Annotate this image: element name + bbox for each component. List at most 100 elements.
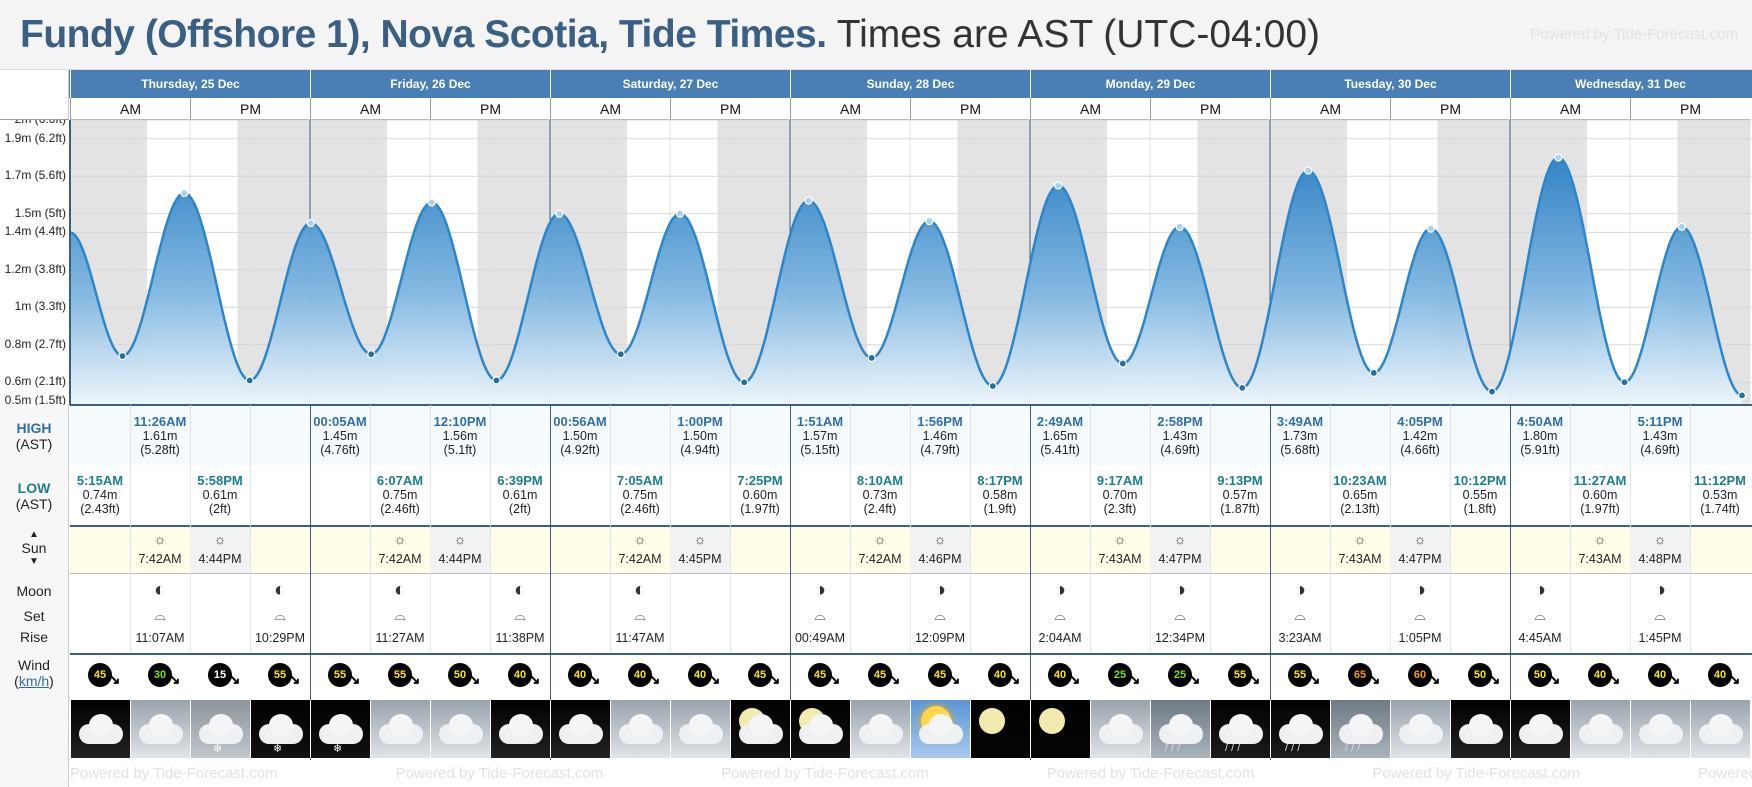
high-tide-cell: 00:05AM 1.45m (4.76ft) [310,415,370,458]
am-label: AM [70,98,190,120]
sunrise-time: 7:43AM [1338,552,1382,566]
moon-rise-label: Rise [19,629,48,645]
pm-label: PM [430,98,550,120]
tide-time: 5:58PM [197,473,243,488]
low-label-cell: LOW (AST) [0,465,69,525]
moon-rise-icon: ⌓ [394,607,406,623]
day-header-4: Monday, 29 Dec [1030,70,1270,98]
weather-snow-icon: ❄ [190,700,250,758]
night-shade [1270,120,1347,405]
moon-phase-icon: ◑ [1653,579,1667,601]
weather-cloud-icon [1570,700,1630,758]
moon-phase-icon: ◑ [1293,579,1307,601]
sunrise-time: 7:43AM [1578,552,1622,566]
tide-time: 8:17PM [977,473,1023,488]
sunrise-time: 7:42AM [858,552,902,566]
wind-label-cell: Wind (km/h) [0,653,69,760]
grid-column-line [1090,405,1091,653]
weather-cloud-night-icon [70,700,130,758]
high-tide-point [180,188,189,198]
tide-time: 11:27AM [1573,473,1627,488]
weather-cloud-icon [1690,700,1750,758]
day-column-divider [550,405,551,760]
tide-ft: (1.9ft) [983,502,1017,516]
grid-column-line [1330,405,1331,653]
sunset-time: 4:44PM [198,552,242,566]
moon-row-bg [70,573,1752,653]
wind-speed-badge: 45 [748,663,772,687]
high-tide-point [1426,224,1435,233]
tide-time: 2:49AM [1036,414,1084,429]
y-tick-label: 1.5m (5ft) [14,205,66,220]
tide-time: 6:07AM [376,473,424,488]
wind-direction-arrow-icon: ↘ [1068,671,1081,688]
tide-time: 5:11PM [1637,414,1683,429]
wind-speed-badge: 55 [1288,663,1312,687]
low-tide-cell: 11:12PM 0.53m (1.74ft) [1690,474,1750,517]
sunrise-time: 7:42AM [618,552,662,566]
low-tide-cell: 5:15AM 0.74m (2.43ft) [70,474,130,517]
tide-time: 3:49AM [1276,414,1324,429]
weather-cloud-icon [1090,700,1150,758]
moon-rise-icon: ⌓ [1534,607,1546,623]
sunset-icon: ☼ [1653,531,1667,547]
night-shade [957,120,1030,405]
weather-cloud-night-icon [550,700,610,758]
grid-column-line [1690,405,1691,653]
am-label: AM [790,98,910,120]
sunrise-icon: ☼ [153,531,167,547]
wind-speed-badge: 65 [1348,663,1372,687]
sun-up-arrow-icon: ▲ [29,529,39,540]
low-tide-point [867,353,876,363]
grid-column-line [970,405,971,653]
low-tide-cell: 9:13PM 0.57m (1.87ft) [1210,474,1270,517]
high-tide-point [804,196,813,205]
day-column-divider [1030,405,1031,760]
moon-set-icon: ⌓ [934,607,946,623]
tide-m: 0.55m [1462,488,1498,502]
low-label: LOW [17,480,51,496]
am-label: AM [1270,98,1390,120]
moon-rise-time: 11:47AM [615,631,665,645]
tide-ft: (2ft) [208,502,232,516]
day-column-divider [310,405,311,760]
sunset-icon: ☼ [453,531,467,547]
tide-m: 0.74m [82,488,118,502]
moon-label-cell: Moon Set Rise [0,573,69,653]
low-row-bg [70,465,1752,525]
tide-ft: (4.94ft) [680,443,720,457]
wind-speed-badge: 40 [688,663,712,687]
tide-time: 8:10AM [856,473,904,488]
night-shade [1030,120,1107,405]
low-sub: (AST) [15,496,53,512]
day-header-1: Friday, 26 Dec [310,70,550,98]
title-timezone: Times are AST (UTC-04:00) [836,13,1320,56]
weather-moon-icon [970,700,1030,758]
low-tide-cell: 7:25PM 0.60m (1.97ft) [730,474,790,517]
tide-m: 1.56m [442,429,478,443]
moon-set-time: 12:34PM [1154,631,1206,645]
moon-phase-icon: ◐ [513,579,527,601]
low-tide-cell: 8:10AM 0.73m (2.4ft) [850,473,910,517]
moon-rise-time: 00:49AM [794,631,846,645]
moon-set-time: 10:29PM [254,631,306,645]
tide-ft: (4.69ft) [1160,443,1200,457]
low-tide-point [245,376,254,385]
tide-m: 1.43m [1642,429,1678,443]
wind-speed-badge: 30 [148,663,172,687]
weather-rain-icon: / / / [1330,700,1390,758]
low-tide-point [367,350,376,359]
weather-cloud-night-icon [1450,700,1510,758]
tide-ft: (4.92ft) [560,443,600,457]
wind-unit-link[interactable]: km/h [18,673,50,689]
sunset-icon: ☼ [693,531,707,547]
moon-phase-icon: ◑ [1533,579,1547,601]
wind-direction-arrow-icon: ↘ [228,671,241,688]
moon-rise-icon: ⌓ [154,607,166,623]
sun-label: Sun [21,540,47,556]
weather-cloud-icon [670,700,730,758]
y-tick-label: 1.2m (3.8ft) [4,261,66,276]
tide-ft: (5.41ft) [1040,443,1080,457]
moon-rise-time: 3:23AM [1278,631,1322,645]
